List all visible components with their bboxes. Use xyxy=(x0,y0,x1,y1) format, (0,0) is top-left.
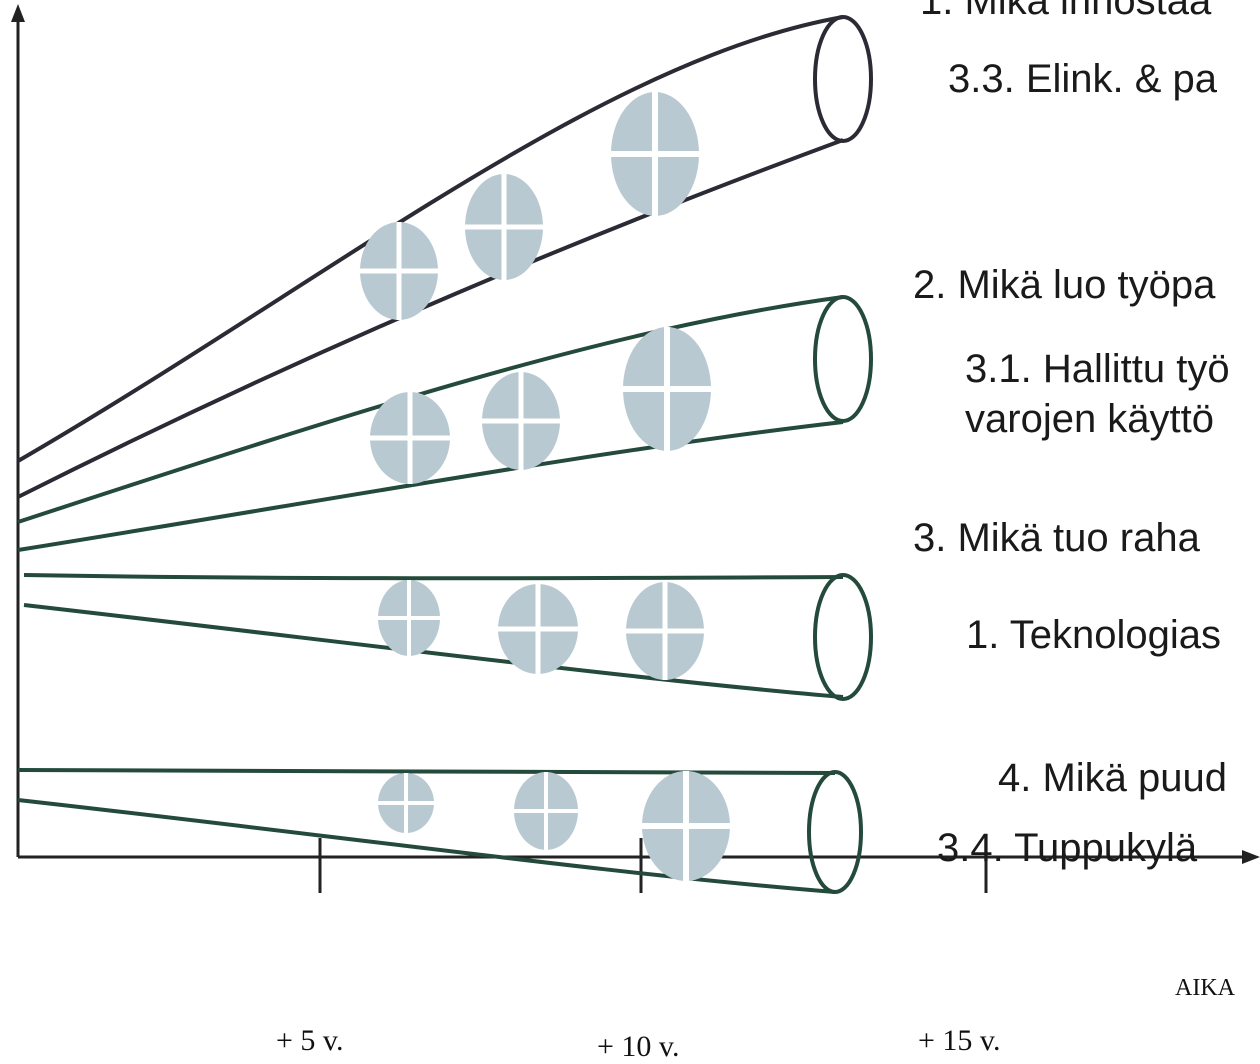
bubble-5 xyxy=(482,372,560,470)
tube-3 xyxy=(23,573,873,701)
tube-4 xyxy=(17,768,863,894)
bubble-12 xyxy=(642,771,730,881)
x-axis-label: AIKA xyxy=(1175,975,1235,1001)
tube-3-opening xyxy=(813,573,873,701)
bubble-8 xyxy=(498,584,578,674)
tube-2-opening xyxy=(813,295,873,423)
tube-4-opening xyxy=(807,770,863,894)
bubble-4 xyxy=(370,392,450,484)
tick-label-5: + 5 v. xyxy=(276,1024,344,1057)
bubble-2 xyxy=(465,174,543,280)
bubble-6 xyxy=(623,327,711,451)
bubble-11 xyxy=(514,772,578,850)
bubble-9 xyxy=(626,582,704,680)
bubble-3 xyxy=(611,92,699,216)
bubble-1 xyxy=(360,222,438,320)
x-axis-arrow xyxy=(1242,850,1260,864)
tick-label-10: + 10 v. xyxy=(597,1030,680,1063)
bubble-10 xyxy=(378,773,434,833)
label-bot-2: 3.4. Tuppukylä xyxy=(937,826,1198,870)
tube-1-opening xyxy=(813,15,873,143)
bubbles xyxy=(360,92,730,881)
tube-1-upper-edge xyxy=(16,15,844,463)
label-mid-4: 1. Teknologias xyxy=(966,613,1221,657)
label-top-2: 3.3. Elink. & pa xyxy=(948,57,1218,101)
label-mid-2a: 3.1. Hallittu työ xyxy=(965,347,1230,391)
label-mid-3: 3. Mikä tuo raha xyxy=(913,516,1200,560)
tube-4-lower-edge xyxy=(17,798,836,894)
y-axis-arrow xyxy=(11,4,25,22)
tube-1-lower-edge xyxy=(17,138,844,499)
tube-2 xyxy=(17,295,873,552)
bubble-7 xyxy=(378,580,440,656)
tube-2-lower-edge xyxy=(17,420,844,552)
label-bot-1: 4. Mikä puud xyxy=(998,756,1228,800)
tube-1 xyxy=(16,15,873,499)
tube-4-upper-edge xyxy=(17,768,836,775)
axes xyxy=(16,20,1244,893)
label-top-1: 1. Mikä innostaa xyxy=(920,0,1212,23)
label-mid-2b: varojen käyttö xyxy=(965,397,1215,441)
label-mid-1: 2. Mikä luo työpa xyxy=(913,263,1216,307)
tick-label-15: + 15 v. xyxy=(918,1024,1001,1057)
tube-3-lower-edge xyxy=(23,603,844,699)
tube-3-upper-edge xyxy=(23,573,844,581)
tube-2-upper-edge xyxy=(17,295,844,524)
